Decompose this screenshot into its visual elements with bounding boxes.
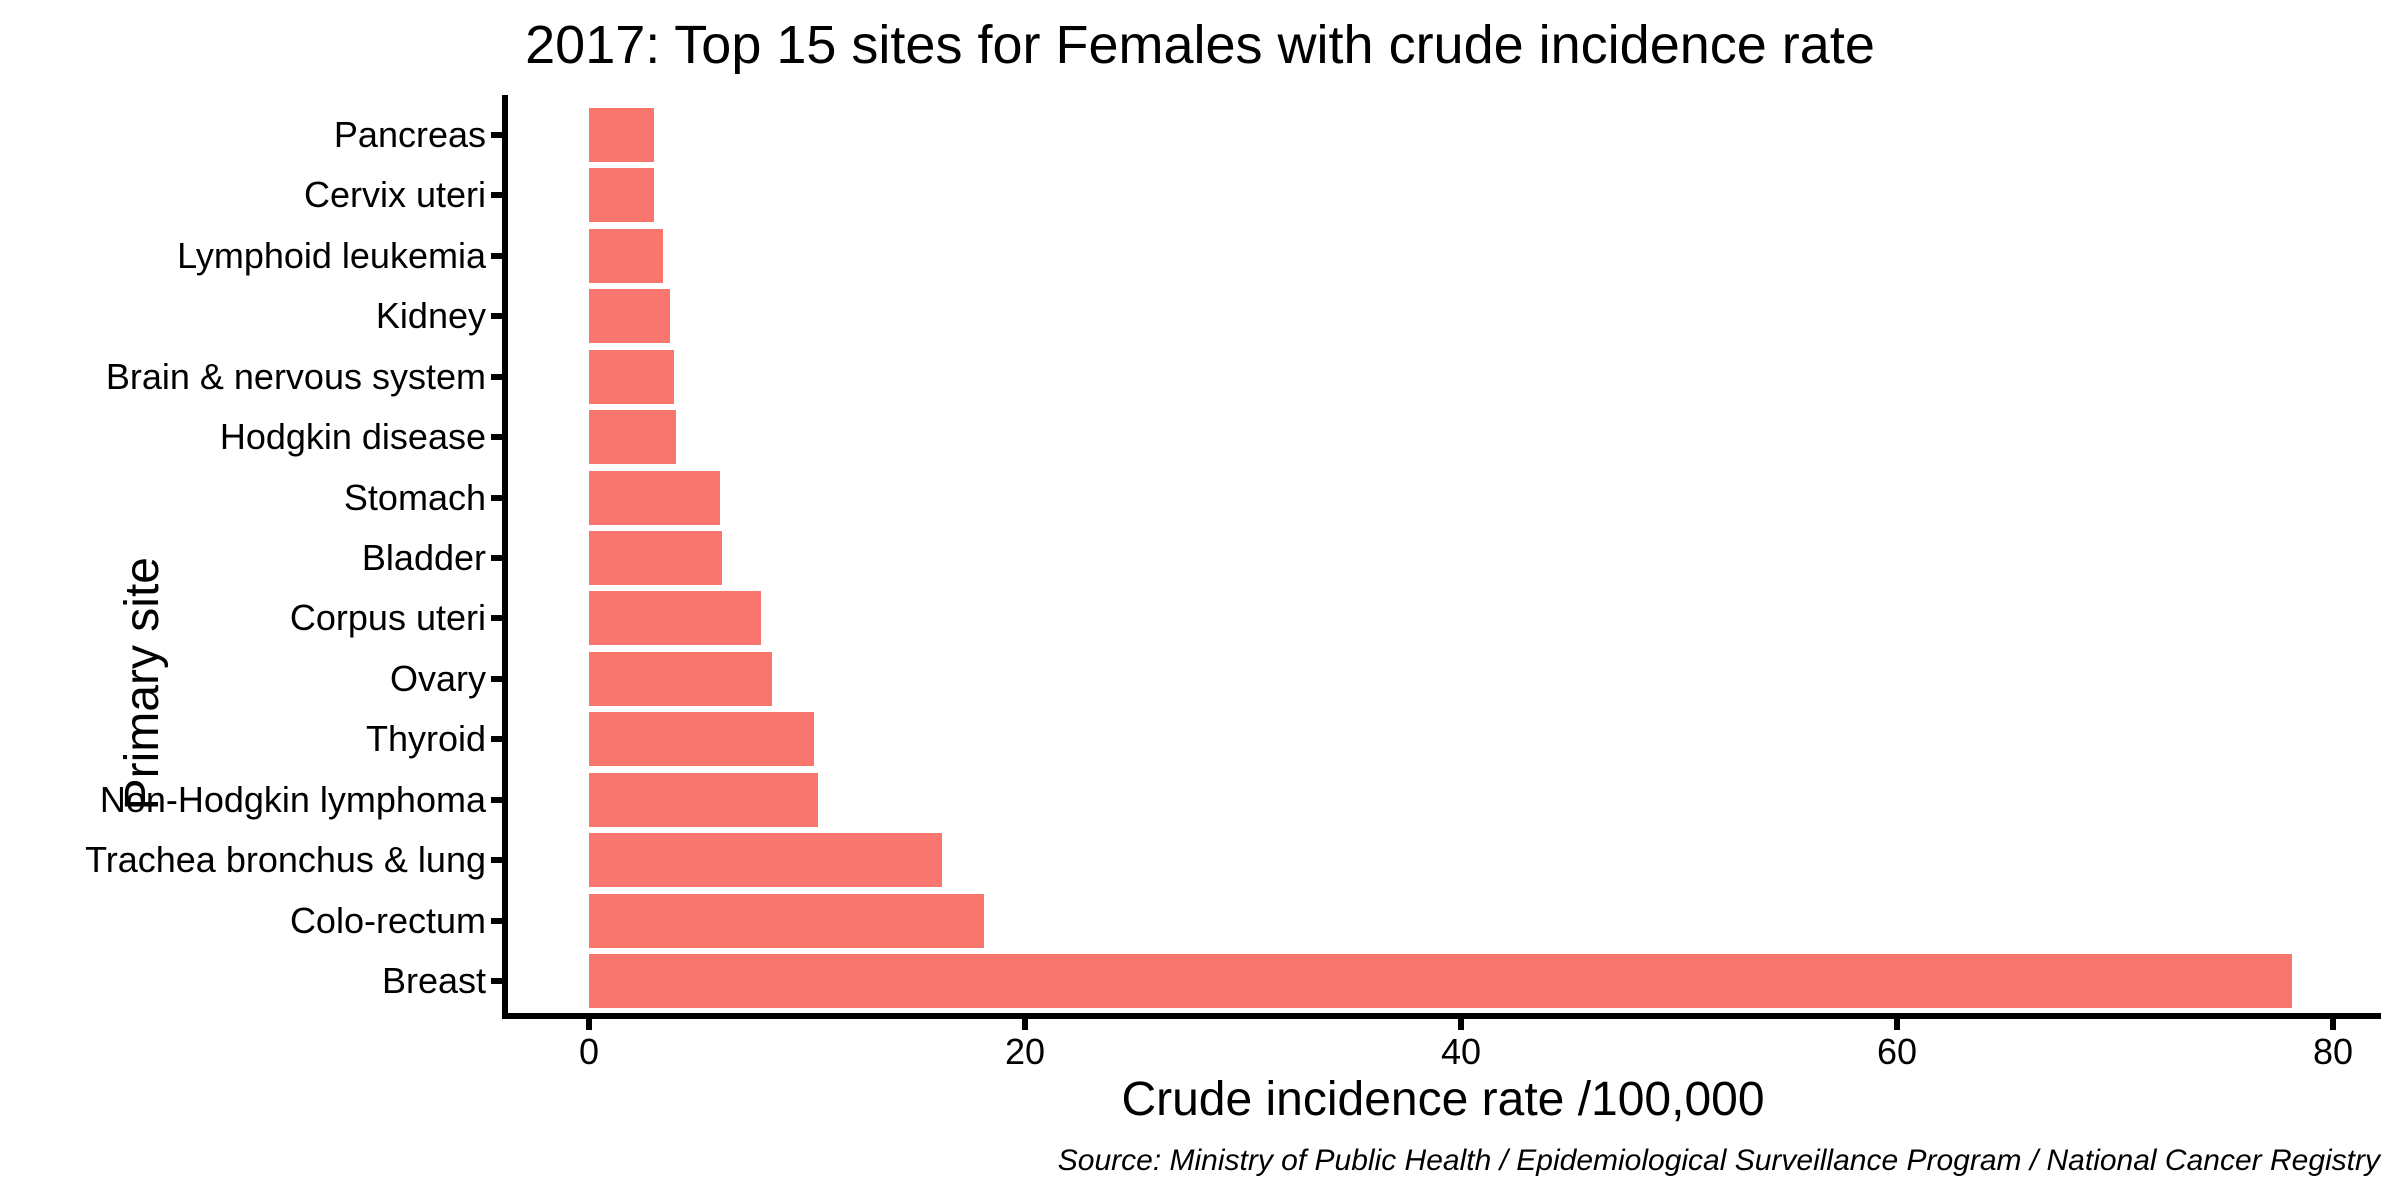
plot-panel bbox=[502, 95, 2381, 1019]
bar-thyroid bbox=[589, 712, 814, 767]
bar-kidney bbox=[589, 289, 670, 344]
y-tick bbox=[491, 434, 502, 441]
bar-brain-nervous-system bbox=[589, 349, 675, 404]
bar-corpus-uteri bbox=[589, 591, 762, 646]
y-tick-label: Thyroid bbox=[365, 718, 486, 760]
x-tick bbox=[1022, 1019, 1028, 1030]
y-tick-label: Colo-rectum bbox=[289, 899, 486, 941]
y-tick bbox=[491, 675, 502, 682]
y-tick-label: Bladder bbox=[361, 537, 486, 578]
y-axis-title-text: Primary site bbox=[116, 557, 170, 811]
y-tick-label: Brain & nervous system bbox=[105, 355, 486, 397]
y-tick bbox=[491, 132, 502, 138]
y-tick-label: Breast bbox=[381, 960, 486, 1002]
bar-ovary bbox=[589, 651, 773, 706]
y-tick bbox=[491, 978, 502, 985]
bar-non-hodgkin-lymphoma bbox=[589, 772, 818, 827]
y-tick bbox=[491, 857, 502, 864]
y-tick-label: Trachea bronchus & lung bbox=[85, 839, 486, 881]
x-tick-label: 80 bbox=[2312, 1031, 2354, 1072]
x-tick-label: 40 bbox=[1440, 1031, 1482, 1072]
bar-bladder bbox=[589, 531, 722, 585]
bar-stomach bbox=[589, 470, 720, 525]
x-tick bbox=[586, 1019, 592, 1030]
y-tick bbox=[491, 615, 502, 622]
bar-colo-rectum bbox=[589, 893, 984, 948]
y-tick bbox=[491, 192, 502, 199]
x-tick-label: 20 bbox=[1004, 1031, 1046, 1072]
x-tick bbox=[1458, 1019, 1464, 1030]
y-tick bbox=[491, 373, 502, 380]
y-tick-label: Non-Hodgkin lymphoma bbox=[99, 778, 486, 820]
y-tick-label: Stomach bbox=[343, 476, 486, 518]
y-tick-label: Ovary bbox=[389, 657, 486, 699]
y-tick bbox=[491, 796, 502, 803]
y-tick bbox=[491, 917, 502, 924]
x-tick-label: 0 bbox=[578, 1031, 600, 1072]
y-tick bbox=[491, 494, 502, 501]
y-tick bbox=[491, 313, 502, 320]
y-tick-label: Pancreas bbox=[333, 114, 486, 155]
y-tick-label: Kidney bbox=[375, 295, 486, 337]
y-tick bbox=[491, 252, 502, 259]
bar-pancreas bbox=[589, 108, 655, 162]
x-tick bbox=[2330, 1019, 2336, 1030]
source-caption: Source: Ministry of Public Health / Epid… bbox=[1057, 1144, 2380, 1177]
bar-breast bbox=[589, 954, 2292, 1009]
y-tick-label: Corpus uteri bbox=[289, 597, 486, 639]
y-tick-label: Hodgkin disease bbox=[219, 416, 486, 458]
chart-title: 2017: Top 15 sites for Females with crud… bbox=[525, 15, 1875, 75]
bar-cervix-uteri bbox=[589, 168, 655, 223]
x-tick bbox=[1894, 1019, 1900, 1030]
bar-hodgkin-disease bbox=[589, 410, 677, 465]
y-axis-title: Primary site bbox=[115, 430, 170, 810]
x-axis-title: Crude incidence rate /100,000 bbox=[1121, 1073, 1765, 1126]
y-tick-label: Lymphoid leukemia bbox=[177, 234, 486, 276]
bar-lymphoid-leukemia bbox=[589, 228, 664, 283]
y-tick bbox=[491, 555, 502, 561]
y-tick-label: Cervix uteri bbox=[303, 174, 486, 216]
x-tick-label: 60 bbox=[1876, 1031, 1918, 1072]
bar-trachea-bronchus-lung bbox=[589, 833, 943, 888]
y-tick bbox=[491, 736, 502, 743]
